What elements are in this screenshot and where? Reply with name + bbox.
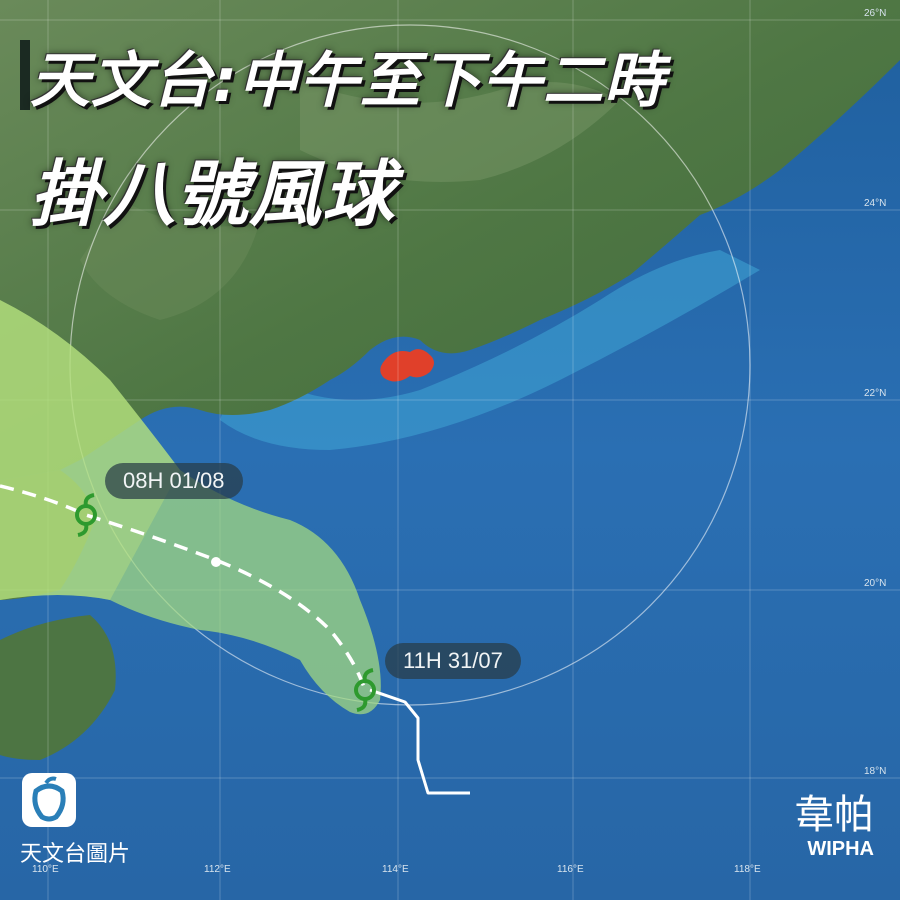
headline-accent-bar <box>20 40 30 110</box>
terrain-highlight <box>300 80 620 182</box>
forecast-track <box>0 484 367 691</box>
latitude-label: 20°N <box>864 578 887 589</box>
terrain-highlight <box>80 200 260 320</box>
latitude-label: 22°N <box>864 388 887 399</box>
forecast-probability-cone <box>0 300 381 715</box>
headline-title: 天文台:中午至下午二時 <box>30 46 665 116</box>
typhoon-symbol-icon[interactable] <box>354 668 376 712</box>
storm-name-english: WIPHA <box>807 838 874 860</box>
hainan-island <box>0 615 116 760</box>
forecast-time-label: 08H 01/08 <box>105 463 243 499</box>
longitude-label: 116°E <box>557 864 584 875</box>
latitude-label: 24°N <box>864 198 887 209</box>
forecast-time-label: 11H 31/07 <box>385 643 521 679</box>
forecast-cone-outer <box>0 300 180 600</box>
longitude-label: 118°E <box>734 864 761 875</box>
longitude-label: 110°E <box>32 864 59 875</box>
typhoon-symbol-icon[interactable] <box>75 493 97 537</box>
mainland-china <box>0 0 900 480</box>
past-track <box>369 688 470 795</box>
longitude-label: 114°E <box>382 864 409 875</box>
image-source-caption: 天文台圖片 <box>20 842 131 867</box>
forecast-point <box>211 557 221 567</box>
latitude-label: 26°N <box>864 8 887 19</box>
hko-logo-icon <box>22 773 76 827</box>
headline-subtitle: 掛八號風球 <box>30 152 396 236</box>
longitude-label: 112°E <box>204 864 231 875</box>
hong-kong-area <box>380 349 434 382</box>
storm-name-chinese: 韋帕 <box>794 792 874 838</box>
coastal-shallows <box>220 250 760 450</box>
latitude-label: 18°N <box>864 766 887 777</box>
